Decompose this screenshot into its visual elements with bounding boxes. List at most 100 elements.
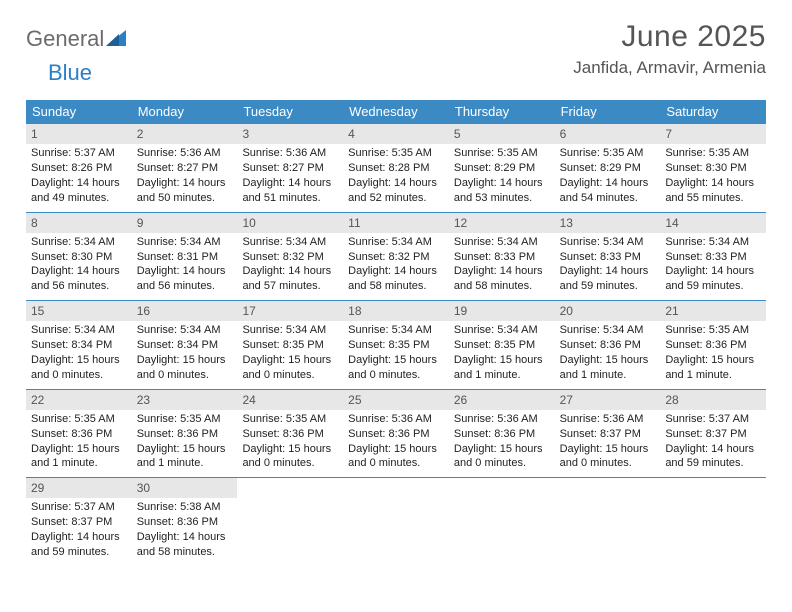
day-body: Sunrise: 5:38 AMSunset: 8:36 PMDaylight:…	[132, 500, 238, 565]
sunrise-text: Sunrise: 5:37 AM	[665, 412, 761, 427]
sunrise-text: Sunrise: 5:34 AM	[31, 235, 127, 250]
daylight-text-1: Daylight: 14 hours	[31, 264, 127, 279]
daylight-text-2: and 1 minute.	[454, 368, 550, 383]
daylight-text-1: Daylight: 14 hours	[137, 530, 233, 545]
daylight-text-1: Daylight: 15 hours	[665, 353, 761, 368]
sunset-text: Sunset: 8:32 PM	[348, 250, 444, 265]
day-body: Sunrise: 5:37 AMSunset: 8:26 PMDaylight:…	[26, 146, 132, 211]
daylight-text-2: and 55 minutes.	[665, 191, 761, 206]
day-cell: 17Sunrise: 5:34 AMSunset: 8:35 PMDayligh…	[237, 301, 343, 389]
sunset-text: Sunset: 8:30 PM	[665, 161, 761, 176]
day-number: 28	[660, 390, 766, 410]
daylight-text-1: Daylight: 14 hours	[137, 176, 233, 191]
week-row: 8Sunrise: 5:34 AMSunset: 8:30 PMDaylight…	[26, 213, 766, 302]
daylight-text-2: and 54 minutes.	[560, 191, 656, 206]
week-row: 15Sunrise: 5:34 AMSunset: 8:34 PMDayligh…	[26, 301, 766, 390]
daylight-text-1: Daylight: 15 hours	[560, 353, 656, 368]
day-body: Sunrise: 5:34 AMSunset: 8:33 PMDaylight:…	[660, 235, 766, 300]
daylight-text-1: Daylight: 15 hours	[560, 442, 656, 457]
day-cell: 1Sunrise: 5:37 AMSunset: 8:26 PMDaylight…	[26, 124, 132, 212]
weekday-header: Tuesday	[237, 100, 343, 124]
daylight-text-2: and 59 minutes.	[665, 456, 761, 471]
day-body: Sunrise: 5:35 AMSunset: 8:29 PMDaylight:…	[555, 146, 661, 211]
daylight-text-2: and 0 minutes.	[242, 368, 338, 383]
day-number: 12	[449, 213, 555, 233]
daylight-text-2: and 58 minutes.	[348, 279, 444, 294]
day-cell: 28Sunrise: 5:37 AMSunset: 8:37 PMDayligh…	[660, 390, 766, 478]
sunset-text: Sunset: 8:35 PM	[454, 338, 550, 353]
daylight-text-1: Daylight: 15 hours	[454, 442, 550, 457]
day-number: 6	[555, 124, 661, 144]
daylight-text-2: and 0 minutes.	[348, 456, 444, 471]
daylight-text-1: Daylight: 15 hours	[137, 353, 233, 368]
calendar-page: General June 2025 Janfida, Armavir, Arme…	[0, 0, 792, 566]
daylight-text-2: and 59 minutes.	[665, 279, 761, 294]
daylight-text-1: Daylight: 14 hours	[454, 264, 550, 279]
daylight-text-1: Daylight: 15 hours	[454, 353, 550, 368]
daylight-text-1: Daylight: 14 hours	[31, 530, 127, 545]
daylight-text-2: and 0 minutes.	[454, 456, 550, 471]
day-body: Sunrise: 5:36 AMSunset: 8:27 PMDaylight:…	[132, 146, 238, 211]
daylight-text-1: Daylight: 14 hours	[242, 264, 338, 279]
day-number: 10	[237, 213, 343, 233]
daylight-text-2: and 1 minute.	[560, 368, 656, 383]
day-body: Sunrise: 5:34 AMSunset: 8:32 PMDaylight:…	[343, 235, 449, 300]
sunset-text: Sunset: 8:33 PM	[454, 250, 550, 265]
daylight-text-2: and 58 minutes.	[137, 545, 233, 560]
day-number: 5	[449, 124, 555, 144]
sunrise-text: Sunrise: 5:34 AM	[242, 323, 338, 338]
sunset-text: Sunset: 8:36 PM	[454, 427, 550, 442]
sunrise-text: Sunrise: 5:34 AM	[454, 323, 550, 338]
daylight-text-2: and 50 minutes.	[137, 191, 233, 206]
day-body: Sunrise: 5:34 AMSunset: 8:35 PMDaylight:…	[449, 323, 555, 388]
day-body: Sunrise: 5:36 AMSunset: 8:37 PMDaylight:…	[555, 412, 661, 477]
daylight-text-1: Daylight: 14 hours	[665, 264, 761, 279]
weeks-container: 1Sunrise: 5:37 AMSunset: 8:26 PMDaylight…	[26, 124, 766, 566]
day-body: Sunrise: 5:34 AMSunset: 8:35 PMDaylight:…	[237, 323, 343, 388]
daylight-text-1: Daylight: 15 hours	[31, 353, 127, 368]
day-number: 7	[660, 124, 766, 144]
day-body: Sunrise: 5:34 AMSunset: 8:34 PMDaylight:…	[132, 323, 238, 388]
sunset-text: Sunset: 8:34 PM	[137, 338, 233, 353]
sunrise-text: Sunrise: 5:37 AM	[31, 146, 127, 161]
sunrise-text: Sunrise: 5:35 AM	[31, 412, 127, 427]
logo-word-2: Blue	[48, 60, 92, 86]
day-number: 3	[237, 124, 343, 144]
day-cell: 9Sunrise: 5:34 AMSunset: 8:31 PMDaylight…	[132, 213, 238, 301]
day-body: Sunrise: 5:37 AMSunset: 8:37 PMDaylight:…	[26, 500, 132, 565]
sunset-text: Sunset: 8:36 PM	[137, 427, 233, 442]
day-cell: 19Sunrise: 5:34 AMSunset: 8:35 PMDayligh…	[449, 301, 555, 389]
daylight-text-1: Daylight: 15 hours	[137, 442, 233, 457]
day-body: Sunrise: 5:37 AMSunset: 8:37 PMDaylight:…	[660, 412, 766, 477]
day-body: Sunrise: 5:34 AMSunset: 8:34 PMDaylight:…	[26, 323, 132, 388]
daylight-text-1: Daylight: 15 hours	[348, 442, 444, 457]
day-number: 15	[26, 301, 132, 321]
day-cell: 14Sunrise: 5:34 AMSunset: 8:33 PMDayligh…	[660, 213, 766, 301]
day-cell: .	[555, 478, 661, 566]
day-cell: 7Sunrise: 5:35 AMSunset: 8:30 PMDaylight…	[660, 124, 766, 212]
daylight-text-1: Daylight: 14 hours	[560, 176, 656, 191]
daylight-text-1: Daylight: 14 hours	[31, 176, 127, 191]
sunrise-text: Sunrise: 5:34 AM	[31, 323, 127, 338]
day-number: 8	[26, 213, 132, 233]
day-number: 1	[26, 124, 132, 144]
day-cell: .	[343, 478, 449, 566]
day-cell: 6Sunrise: 5:35 AMSunset: 8:29 PMDaylight…	[555, 124, 661, 212]
day-body: Sunrise: 5:34 AMSunset: 8:30 PMDaylight:…	[26, 235, 132, 300]
day-body: Sunrise: 5:35 AMSunset: 8:36 PMDaylight:…	[26, 412, 132, 477]
day-cell: .	[660, 478, 766, 566]
day-body: Sunrise: 5:35 AMSunset: 8:36 PMDaylight:…	[237, 412, 343, 477]
day-number: 18	[343, 301, 449, 321]
page-title: June 2025	[573, 20, 766, 54]
sunset-text: Sunset: 8:35 PM	[348, 338, 444, 353]
sunrise-text: Sunrise: 5:36 AM	[137, 146, 233, 161]
day-number: 9	[132, 213, 238, 233]
daylight-text-2: and 0 minutes.	[242, 456, 338, 471]
sunset-text: Sunset: 8:32 PM	[242, 250, 338, 265]
day-cell: 26Sunrise: 5:36 AMSunset: 8:36 PMDayligh…	[449, 390, 555, 478]
sunset-text: Sunset: 8:37 PM	[31, 515, 127, 530]
day-number: 14	[660, 213, 766, 233]
sunrise-text: Sunrise: 5:35 AM	[665, 146, 761, 161]
sunrise-text: Sunrise: 5:35 AM	[454, 146, 550, 161]
sunrise-text: Sunrise: 5:36 AM	[242, 146, 338, 161]
